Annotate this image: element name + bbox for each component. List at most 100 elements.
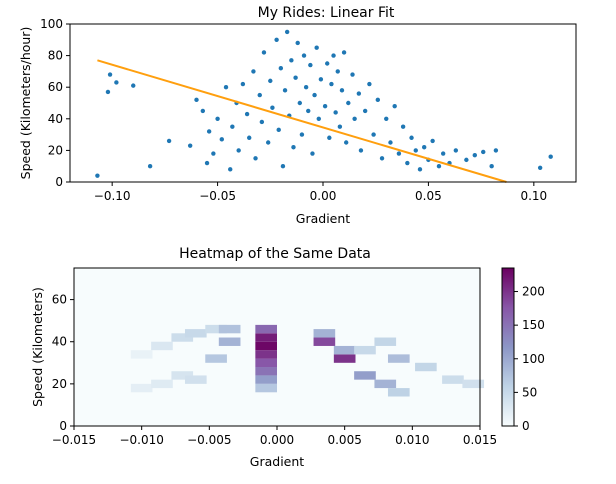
x-tick-label: 0.10 xyxy=(520,189,547,203)
y-tick-label: 0 xyxy=(55,175,63,189)
heatmap-cell xyxy=(387,388,410,397)
scatter-point xyxy=(261,50,267,55)
scatter-point xyxy=(440,151,446,156)
scatter-point xyxy=(335,69,340,74)
heatmap-x-ticks: −0.015 −0.010 −0.005 0.000 0.005 0.010 0.015 xyxy=(52,426,497,447)
scatter-point xyxy=(337,124,343,129)
heatmap-cell xyxy=(255,383,277,393)
scatter-point xyxy=(316,116,321,122)
scatter-point xyxy=(329,81,334,87)
top-plot-frame xyxy=(70,24,576,182)
scatter-point xyxy=(481,149,486,155)
x-tick-label: −0.005 xyxy=(187,433,231,447)
scatter-chart: My Rides: Linear Fit −0.10 −0.05 0.00 0.05 0… xyxy=(18,5,577,226)
scatter-point xyxy=(211,151,216,156)
scatter-point xyxy=(339,88,345,93)
scatter-point xyxy=(331,53,336,58)
x-tick-label: 0.005 xyxy=(327,433,361,447)
scatter-point xyxy=(358,148,364,153)
y-tick-label: 100 xyxy=(40,17,63,31)
scatter-point xyxy=(327,135,332,140)
scatter-point xyxy=(280,164,286,169)
scatter-point xyxy=(257,92,262,98)
scatter-point xyxy=(430,138,435,144)
heatmap-cell xyxy=(130,383,153,393)
scatter-point xyxy=(303,85,309,90)
scatter-point xyxy=(247,135,252,140)
scatter-point xyxy=(310,151,315,156)
scatter-point xyxy=(259,119,265,125)
heatmap-cell xyxy=(218,324,241,334)
scatter-point xyxy=(306,108,311,114)
scatter-point xyxy=(114,80,119,85)
scatter-point xyxy=(493,148,499,153)
scatter-point xyxy=(388,140,393,145)
scatter-point xyxy=(253,156,258,161)
heatmap-cell xyxy=(374,337,397,346)
heatmap-cell xyxy=(151,341,173,351)
colorbar-tick-label: 50 xyxy=(522,385,537,399)
colorbar-tick-label: 0 xyxy=(522,419,530,433)
scatter-point xyxy=(417,167,423,172)
heatmap-cell xyxy=(205,324,227,334)
scatter-point xyxy=(95,173,100,178)
scatter-point xyxy=(422,145,427,150)
scatter-point xyxy=(301,53,307,58)
linear-fit-line xyxy=(97,59,507,183)
scatter-point xyxy=(105,89,111,95)
scatter-point xyxy=(265,140,271,145)
colorbar-tick-label: 100 xyxy=(522,352,545,366)
heatmap-cell xyxy=(255,358,277,368)
heatmap-cell xyxy=(462,379,485,389)
heatmap-cell xyxy=(255,333,277,342)
scatter-point xyxy=(278,66,284,71)
top-y-axis-label: Speed (Kilometers/hour) xyxy=(18,27,33,180)
x-tick-label: −0.010 xyxy=(119,433,163,447)
scatter-point xyxy=(295,40,300,46)
heatmap-y-ticks: 0 20 40 60 xyxy=(52,293,74,433)
x-tick-label: 0.00 xyxy=(310,189,337,203)
x-tick-label: −0.05 xyxy=(199,189,236,203)
y-tick-label: 60 xyxy=(48,80,63,94)
heatmap-cell xyxy=(255,367,277,376)
scatter-point xyxy=(537,165,543,170)
heatmap-cell xyxy=(184,375,207,384)
heatmap-cell xyxy=(255,324,277,334)
bottom-chart-title: Heatmap of the Same Data xyxy=(179,246,371,262)
scatter-point xyxy=(548,154,553,159)
y-tick-label: 40 xyxy=(52,335,67,349)
scatter-point xyxy=(392,103,397,109)
scatter-point xyxy=(297,100,303,106)
top-y-ticks: 0 20 40 60 80 100 xyxy=(40,17,70,189)
heatmap-cell xyxy=(387,354,410,363)
heatmap-cell xyxy=(255,375,277,384)
x-tick-label: 0.015 xyxy=(463,433,497,447)
heatmap-cell xyxy=(255,341,277,351)
scatter-point xyxy=(282,88,288,93)
heatmap-cell xyxy=(255,350,277,359)
scatter-point xyxy=(244,111,250,117)
scatter-point xyxy=(436,164,442,169)
scatter-point xyxy=(166,138,172,144)
scatter-point xyxy=(379,156,385,161)
scatter-point xyxy=(346,100,351,106)
heatmap-chart: Heatmap of the Same Data −0.015 −0.010 −0.… xyxy=(30,246,545,469)
heatmap-cell xyxy=(205,354,227,363)
scatter-point xyxy=(289,58,294,63)
scatter-point xyxy=(200,108,206,114)
y-tick-label: 40 xyxy=(48,112,63,126)
y-tick-label: 80 xyxy=(48,49,63,63)
scatter-point xyxy=(362,108,368,114)
scatter-point xyxy=(284,29,290,35)
heatmap-cell xyxy=(415,362,437,372)
scatter-point xyxy=(251,69,256,74)
scatter-point xyxy=(489,164,494,169)
scatter-point xyxy=(453,148,459,153)
x-tick-label: 0.05 xyxy=(415,189,442,203)
heatmap-y-axis-label: Speed (Kilometers) xyxy=(30,287,45,407)
scatter-point xyxy=(384,116,389,122)
top-x-axis-label: Gradient xyxy=(296,211,351,226)
heatmap-cell xyxy=(374,379,397,389)
scatter-point xyxy=(240,81,246,87)
